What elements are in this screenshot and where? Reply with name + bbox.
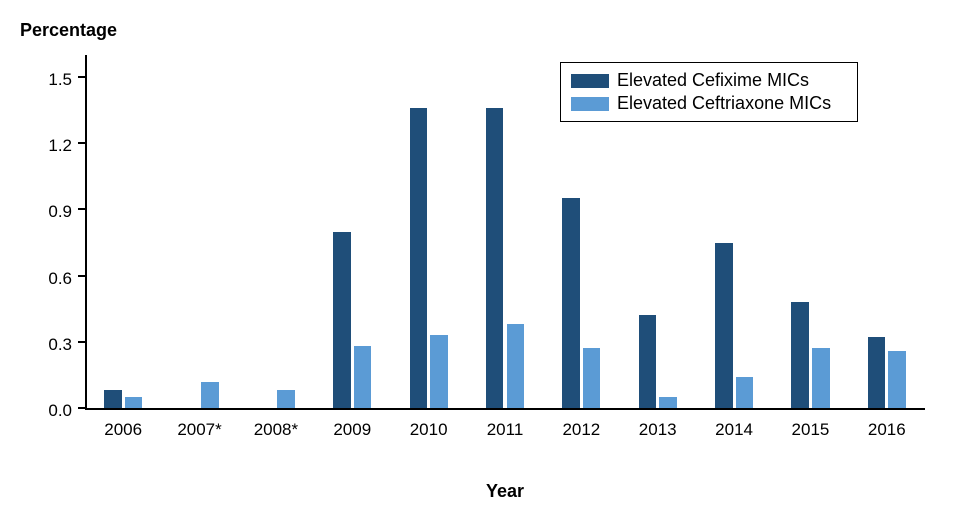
y-tick-label: 0.3 [28,335,72,355]
bar [201,382,219,408]
x-axis-title: Year [486,481,524,502]
bar [736,377,754,408]
bar [659,397,677,408]
x-tick-label: 2016 [868,420,906,440]
x-tick-label: 2010 [410,420,448,440]
y-tick-mark [78,76,85,78]
y-tick-label: 0.6 [28,269,72,289]
x-tick-label: 2008* [254,420,298,440]
legend-label: Elevated Cefixime MICs [617,69,809,92]
x-tick-label: 2014 [715,420,753,440]
legend: Elevated Cefixime MICsElevated Ceftriaxo… [560,62,858,122]
x-axis-line [85,408,925,410]
bar [791,302,809,408]
y-tick-label: 0.9 [28,202,72,222]
bar [486,108,504,408]
y-axis-line [85,55,87,410]
x-tick-label: 2007* [177,420,221,440]
bar [410,108,428,408]
y-axis-title: Percentage [20,20,117,41]
x-tick-label: 2006 [104,420,142,440]
bar [277,390,295,408]
bar [104,390,122,408]
bar [430,335,448,408]
legend-label: Elevated Ceftriaxone MICs [617,92,831,115]
y-tick-mark [78,275,85,277]
bar [639,315,657,408]
legend-entry: Elevated Ceftriaxone MICs [571,92,847,115]
bar [354,346,372,408]
legend-entry: Elevated Cefixime MICs [571,69,847,92]
bar [562,198,580,408]
y-tick-label: 1.5 [28,70,72,90]
x-tick-label: 2011 [487,420,524,440]
y-tick-mark [78,208,85,210]
x-tick-label: 2012 [562,420,600,440]
y-tick-label: 1.2 [28,136,72,156]
bar [507,324,525,408]
bar [812,348,830,408]
y-tick-mark [78,142,85,144]
bar [583,348,601,408]
bar [868,337,886,408]
bar [125,397,143,408]
chart-root: { "canvas": { "width": 960, "height": 52… [0,0,960,520]
x-tick-label: 2015 [792,420,830,440]
x-tick-label: 2013 [639,420,677,440]
legend-swatch [571,74,609,88]
y-tick-mark [78,341,85,343]
x-tick-label: 2009 [333,420,371,440]
bar [888,351,906,408]
bar [333,232,351,409]
y-tick-mark [78,407,85,409]
y-tick-label: 0.0 [28,401,72,421]
bar [715,243,733,408]
legend-swatch [571,97,609,111]
